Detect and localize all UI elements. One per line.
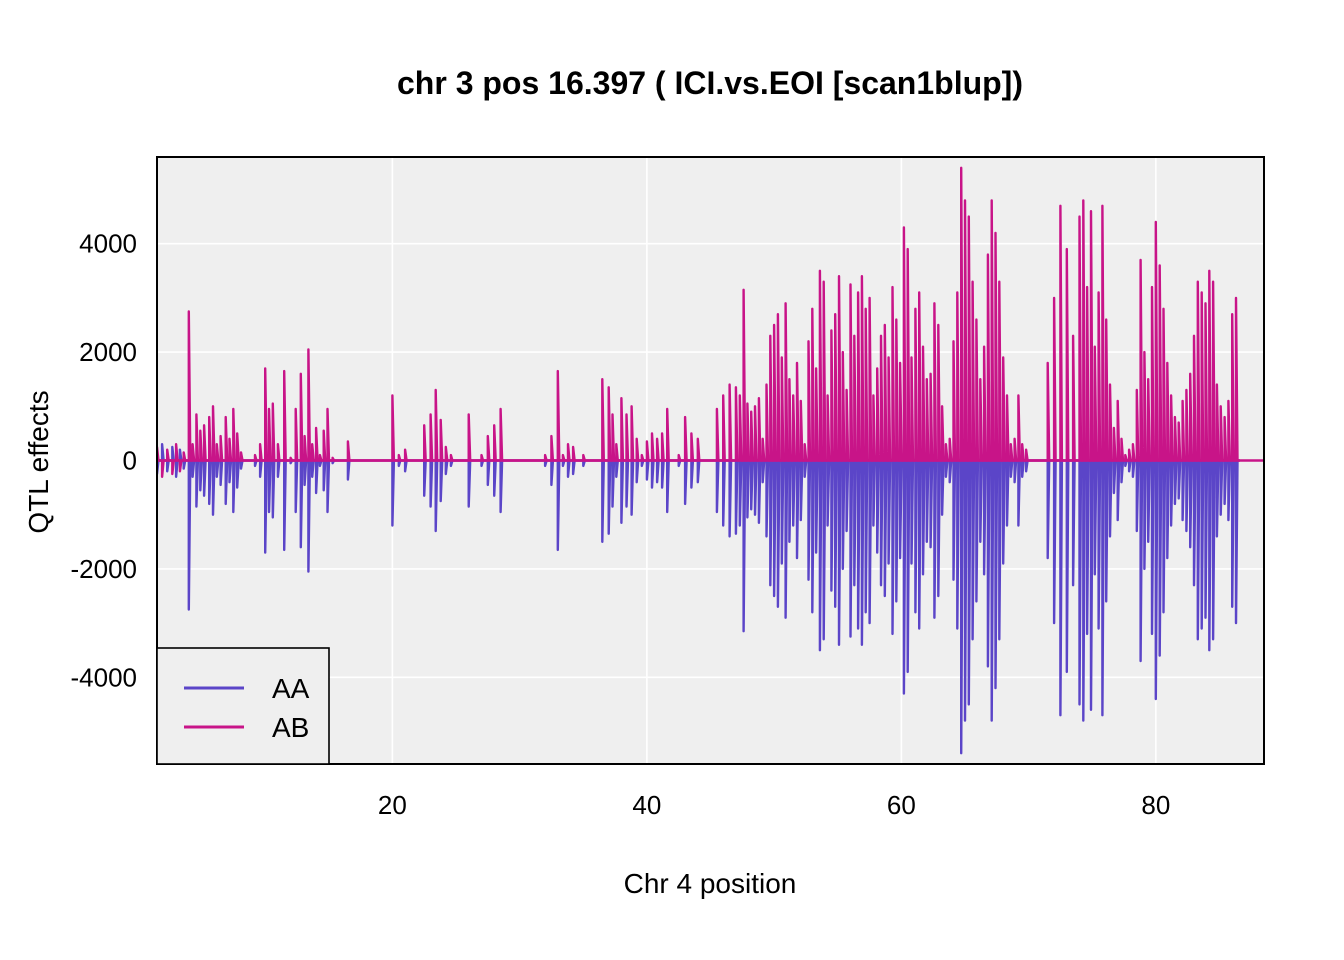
x-tick-label: 80 xyxy=(1141,790,1170,820)
y-tick-label: 4000 xyxy=(79,229,137,259)
y-tick-label: 2000 xyxy=(79,337,137,367)
y-axis-label: QTL effects xyxy=(23,390,54,533)
chart-title: chr 3 pos 16.397 ( ICI.vs.EOI [scan1blup… xyxy=(397,65,1023,101)
legend-box xyxy=(156,647,330,765)
y-tick-label: -4000 xyxy=(71,662,138,692)
panel-border xyxy=(156,156,1265,765)
x-tick-label: 20 xyxy=(378,790,407,820)
legend-label-AB: AB xyxy=(272,712,309,743)
y-tick-label: 0 xyxy=(123,446,137,476)
x-axis-label: Chr 4 position xyxy=(624,868,797,899)
legend: AA AB xyxy=(156,647,330,765)
y-tick-label: -2000 xyxy=(71,554,138,584)
plot-panel xyxy=(156,156,1265,765)
legend-label-AA: AA xyxy=(272,673,310,704)
series-group xyxy=(157,166,1264,755)
x-tick-label: 60 xyxy=(887,790,916,820)
x-tick-label: 40 xyxy=(632,790,661,820)
